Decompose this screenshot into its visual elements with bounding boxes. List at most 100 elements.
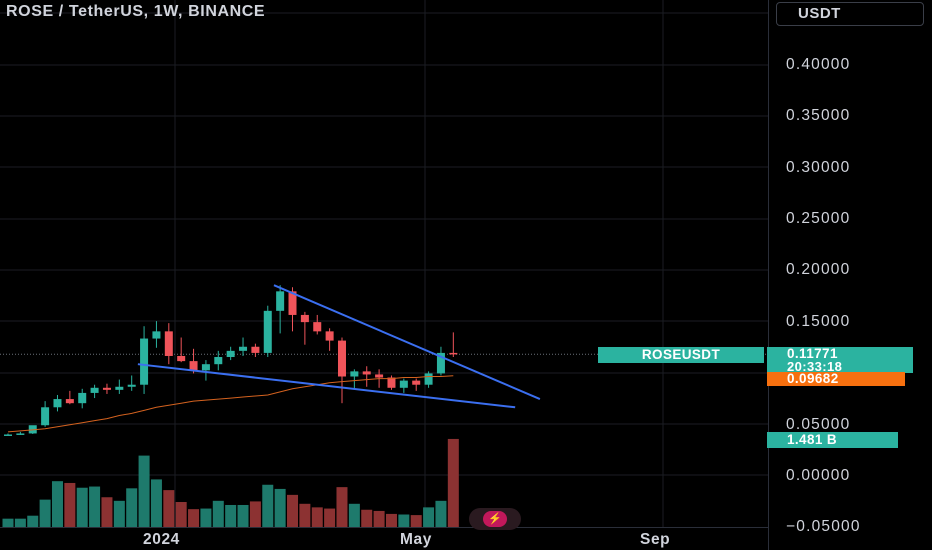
volume-bar bbox=[188, 509, 200, 527]
volume-bar bbox=[361, 509, 373, 527]
volume-bar bbox=[39, 499, 51, 527]
candle bbox=[263, 305, 272, 358]
candle-body bbox=[214, 357, 223, 365]
volume-bar bbox=[225, 504, 237, 527]
trendline-drawings[interactable] bbox=[137, 284, 541, 409]
price-axis-tick: 0.05000 bbox=[786, 416, 851, 433]
candle-body bbox=[28, 425, 37, 434]
volume-bar bbox=[212, 500, 224, 527]
candle bbox=[325, 328, 334, 351]
volume-bar bbox=[64, 482, 76, 527]
candle-body bbox=[424, 373, 433, 385]
symbol-label: ROSEUSDT bbox=[598, 347, 764, 363]
candle-body bbox=[140, 338, 149, 385]
candle-body bbox=[276, 291, 285, 311]
candle bbox=[387, 375, 396, 390]
candle bbox=[189, 348, 198, 374]
candle-body bbox=[375, 374, 384, 378]
candle bbox=[78, 388, 87, 409]
candle-body bbox=[226, 350, 235, 358]
price-axis-tick: 0.40000 bbox=[786, 56, 851, 73]
volume-bar bbox=[237, 504, 249, 527]
candle bbox=[239, 337, 248, 356]
candle bbox=[102, 383, 111, 394]
volume-bar bbox=[89, 486, 101, 527]
candle-body bbox=[41, 407, 50, 426]
candle-body bbox=[4, 434, 12, 436]
candle bbox=[16, 431, 25, 435]
price-axis-tick: 0.00000 bbox=[786, 467, 851, 484]
volume-bar bbox=[274, 488, 286, 527]
moving-average-line bbox=[7, 375, 454, 433]
volume-bar bbox=[311, 507, 323, 527]
candle bbox=[53, 394, 62, 412]
volume-bar bbox=[2, 518, 14, 527]
time-axis-label: 2024 bbox=[143, 531, 180, 548]
candle bbox=[115, 379, 124, 394]
candle bbox=[436, 346, 445, 376]
candle-body bbox=[16, 433, 25, 435]
candle-body bbox=[337, 340, 346, 377]
volume-bar bbox=[76, 487, 88, 527]
volume-bar bbox=[51, 481, 63, 527]
candle-body bbox=[127, 384, 136, 387]
candlesticks bbox=[4, 285, 458, 436]
candle-body bbox=[164, 331, 173, 356]
volume-bar bbox=[200, 508, 212, 527]
candle bbox=[337, 337, 346, 404]
volume-bar bbox=[299, 503, 311, 527]
candle bbox=[300, 311, 309, 345]
volume-bar bbox=[373, 510, 385, 527]
candle bbox=[226, 346, 235, 361]
last-price-value: 0.11771 bbox=[787, 346, 838, 361]
candle bbox=[127, 375, 136, 391]
candle-body bbox=[387, 377, 396, 388]
volume-bar bbox=[410, 515, 422, 527]
time-axis-label: Sep bbox=[640, 531, 671, 548]
tradingview-logo-icon[interactable]: ⚡ bbox=[469, 508, 521, 530]
currency-button[interactable]: USDT bbox=[776, 2, 924, 26]
chart-title: ROSE / TetherUS, 1W, BINANCE bbox=[6, 3, 266, 20]
candle bbox=[41, 401, 50, 427]
trendline[interactable] bbox=[137, 363, 516, 409]
volume-bar bbox=[348, 503, 360, 527]
candle-body bbox=[177, 355, 186, 362]
logo-glyph-icon: ⚡ bbox=[483, 511, 507, 527]
volume-bar bbox=[163, 490, 175, 527]
trendline[interactable] bbox=[273, 284, 541, 400]
price-axis-tick: 0.20000 bbox=[786, 261, 851, 278]
price-axis-tick: 0.30000 bbox=[786, 159, 851, 176]
price-axis-tick: 0.25000 bbox=[786, 210, 851, 227]
candle-body bbox=[152, 331, 161, 339]
candle-body bbox=[239, 346, 248, 351]
candle bbox=[201, 360, 210, 381]
candle-body bbox=[53, 399, 62, 408]
bar-countdown: 20:33:18 bbox=[787, 359, 843, 374]
volume-bar bbox=[138, 455, 150, 527]
price-axis-tick: −0.05000 bbox=[786, 518, 861, 535]
candle bbox=[350, 369, 359, 389]
candle-body bbox=[325, 331, 334, 341]
candle bbox=[28, 425, 37, 434]
candle bbox=[449, 332, 458, 358]
candle-body bbox=[399, 380, 408, 388]
last-price-label: 0.11771 20:33:18 bbox=[767, 347, 913, 373]
volume-bar bbox=[27, 515, 39, 527]
volume-bar bbox=[447, 438, 459, 527]
candle bbox=[164, 323, 173, 365]
candle bbox=[251, 343, 260, 358]
candle-body bbox=[449, 352, 458, 355]
time-axis-label: May bbox=[400, 531, 432, 548]
candle bbox=[276, 285, 285, 334]
volume-bar bbox=[101, 497, 113, 527]
candle bbox=[65, 390, 74, 405]
candle bbox=[152, 321, 161, 348]
volume-bar bbox=[324, 508, 336, 527]
volume-bar bbox=[150, 479, 162, 527]
volume-bar bbox=[287, 494, 299, 527]
volume-bar bbox=[435, 500, 447, 527]
candle-body bbox=[362, 371, 371, 375]
chart-grid bbox=[0, 0, 768, 527]
volume-bar bbox=[249, 501, 261, 527]
